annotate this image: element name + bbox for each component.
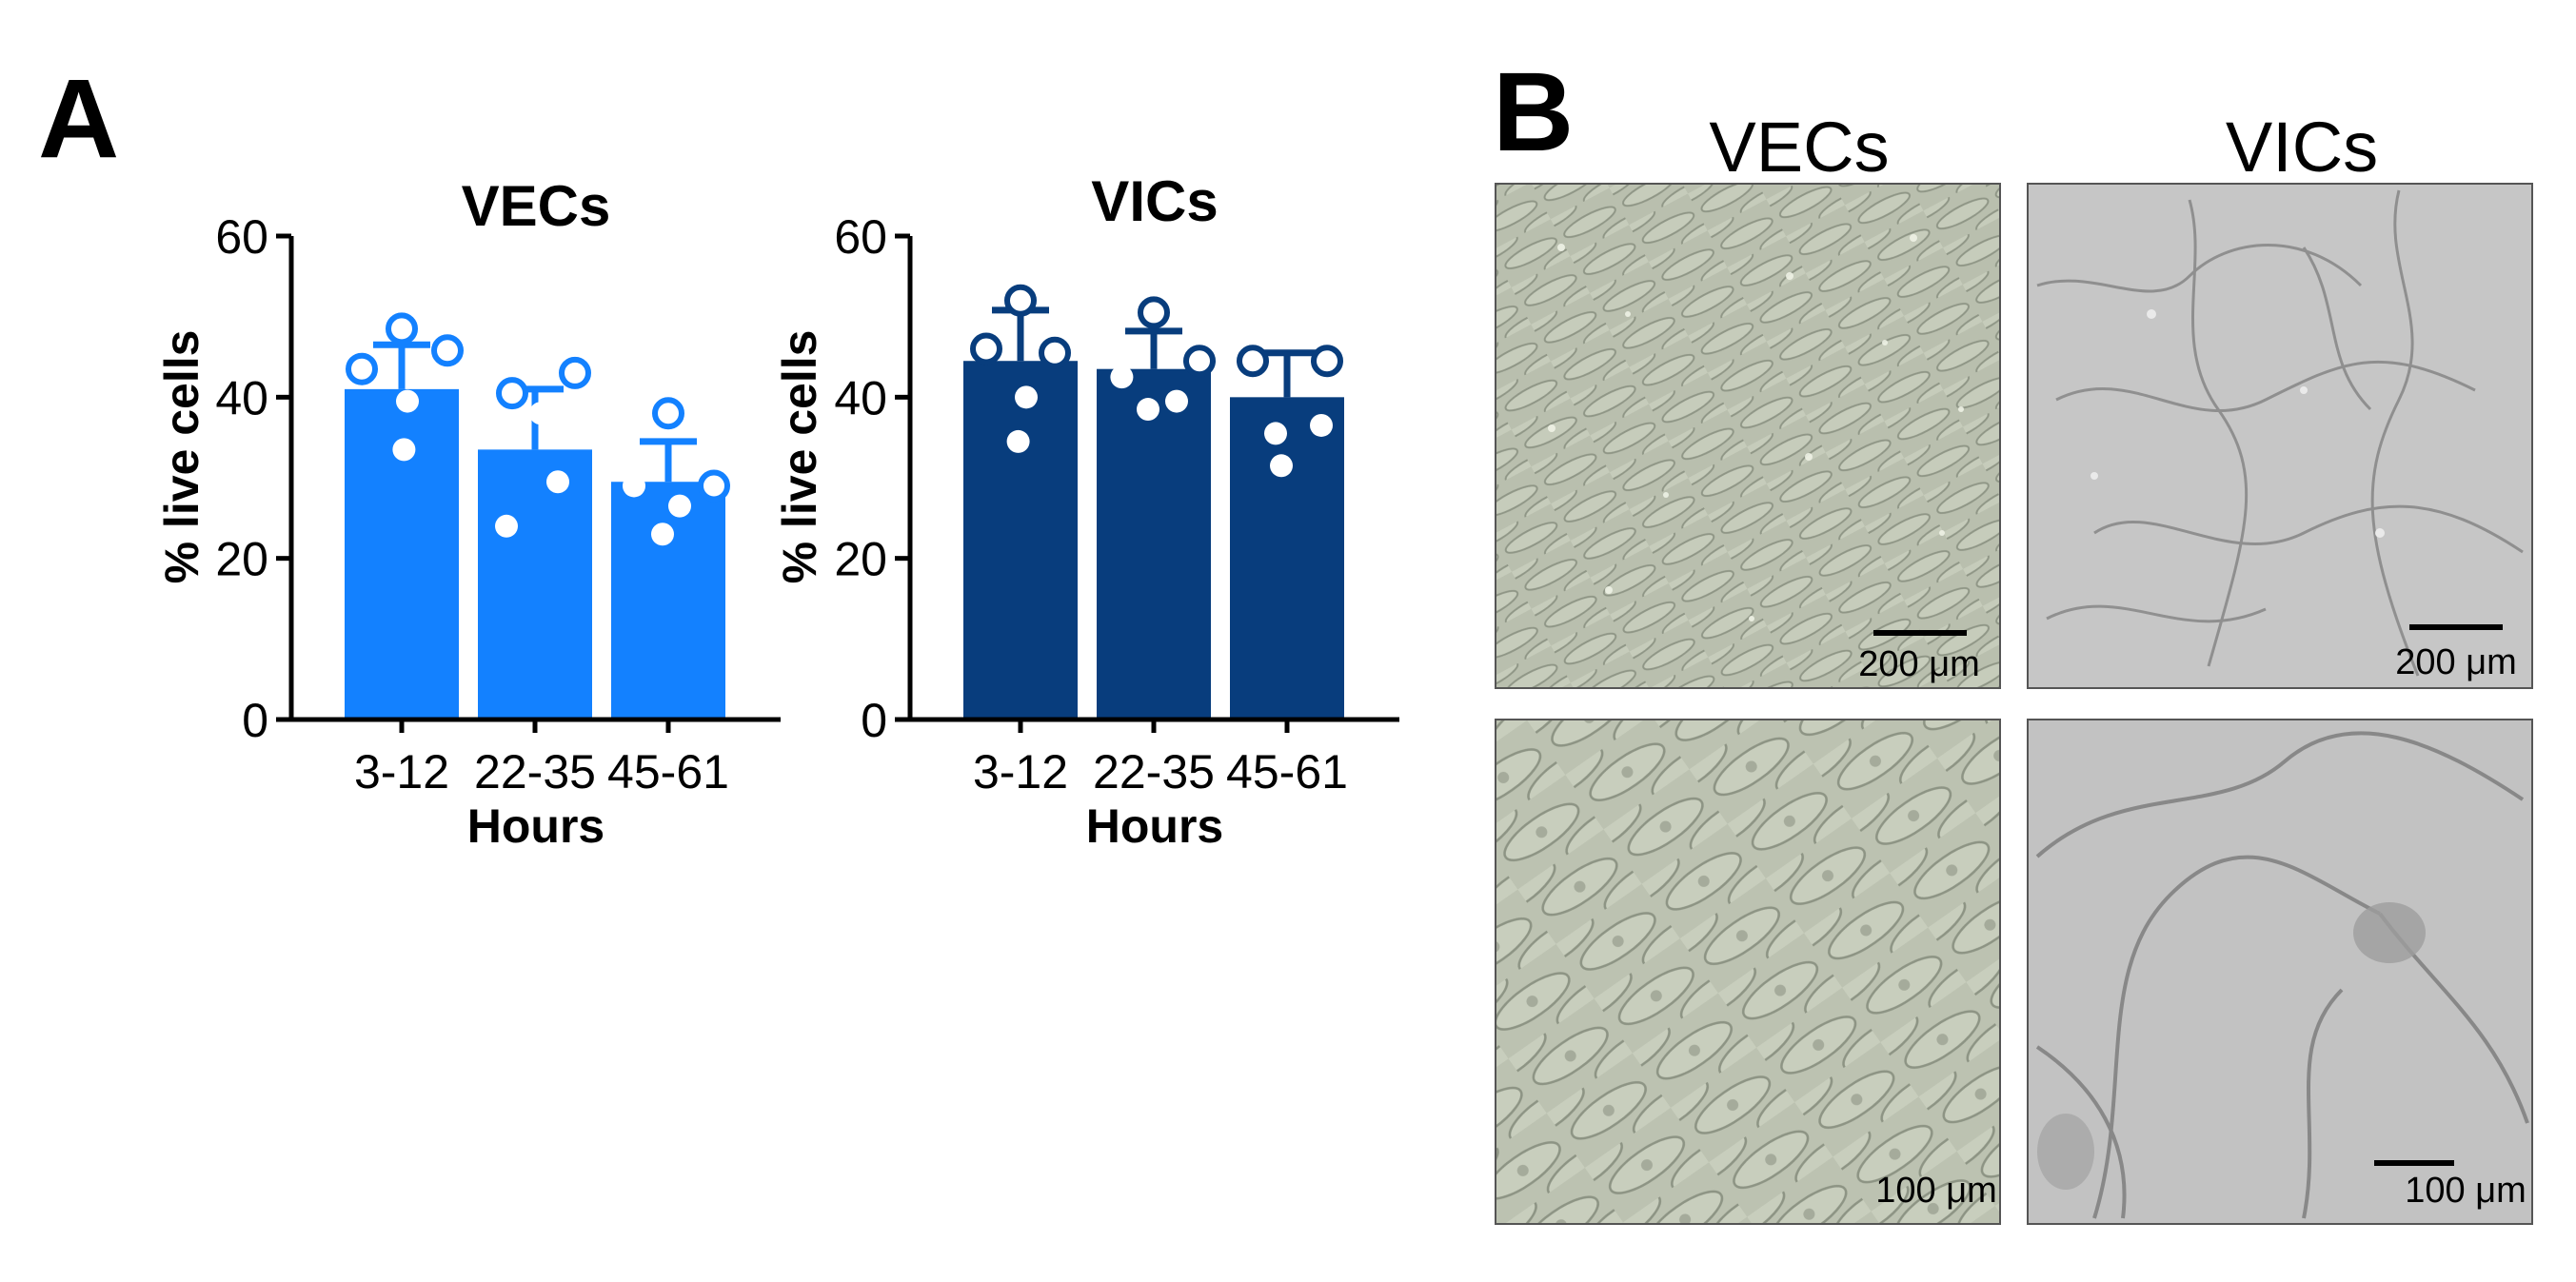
chart-title: VICs [1091,169,1218,233]
data-point [1137,398,1159,422]
scale-bar [1873,630,1967,636]
vic-micrograph-low-mag: 200 μm [2027,183,2533,689]
scale-label: 200 μm [1858,644,1980,684]
y-tick-label: 20 [834,533,887,586]
data-point [1237,345,1269,378]
data-point [386,312,418,345]
vec-micrograph-high-mag: 100 μm [1495,719,2001,1225]
data-point [392,438,416,462]
data-point [970,332,1002,365]
bar-45-61 [1230,397,1344,720]
data-point [1006,429,1030,453]
y-axis-label: % live cells [773,330,826,584]
scale-label: 100 μm [2405,1171,2526,1211]
x-axis-label: Hours [467,799,604,853]
data-point [651,523,674,546]
data-point [559,356,591,389]
data-point [1165,389,1188,413]
bar-22-35 [478,449,592,720]
scale-bar [2374,1160,2454,1166]
y-tick-label: 40 [215,371,268,424]
data-point [496,377,528,410]
data-point [1138,296,1170,329]
data-point [698,469,730,503]
vic-micrograph-high-mag: 100 μm [2027,719,2533,1225]
x-tick-label: 3-12 [973,745,1068,799]
panel-b-label: B [1493,49,1574,175]
vics-bar-chart: VICs % live cells Hours 3-12 22-35 45-61 0 2… [773,169,1399,853]
x-axis-label: Hours [1086,799,1223,853]
data-point [1015,385,1038,409]
data-point [1183,345,1216,378]
x-tick-label: 45-61 [607,745,729,799]
panel-a-label: A [38,56,119,182]
data-point [529,402,552,425]
data-point [1110,365,1134,389]
micrograph-panel: VECs VICs 200 μm [1495,108,2533,1225]
data-point [1039,336,1071,369]
y-tick-label: 60 [834,210,887,264]
x-tick-label: 3-12 [354,745,449,799]
chart-title: VECs [462,174,611,238]
data-point [652,397,684,430]
data-point [546,470,569,494]
column-title-vics: VICs [2226,108,2378,187]
x-tick-label: 45-61 [1226,745,1348,799]
data-point [1270,454,1293,478]
column-title-vecs: VECs [1709,108,1889,187]
bar-22-35 [1097,368,1211,720]
data-point [431,334,464,367]
data-point [495,514,518,538]
scale-bar [2409,624,2503,630]
data-point [1310,413,1333,437]
bar-45-61 [611,482,725,720]
y-tick-label: 0 [861,694,887,747]
x-tick-label: 22-35 [474,745,596,799]
scale-label: 100 μm [1875,1171,1997,1211]
data-point [346,352,378,385]
data-point [668,494,691,518]
data-point [396,389,419,413]
y-tick-label: 40 [834,371,887,424]
data-point [623,474,645,498]
y-tick-label: 20 [215,533,268,586]
y-tick-label: 60 [215,210,268,264]
y-axis-label: % live cells [155,330,208,584]
bar-3-12 [963,361,1078,720]
vecs-bar-chart: VECs % live cells Hours 3-12 22-35 45-61 0 2… [155,174,781,853]
vec-micrograph-low-mag: 200 μm [1495,183,2001,689]
x-tick-label: 22-35 [1093,745,1215,799]
data-point [1264,422,1287,445]
data-point [1311,345,1343,378]
y-tick-label: 0 [242,694,268,747]
scale-label: 200 μm [2395,642,2517,682]
data-point [1004,284,1037,317]
